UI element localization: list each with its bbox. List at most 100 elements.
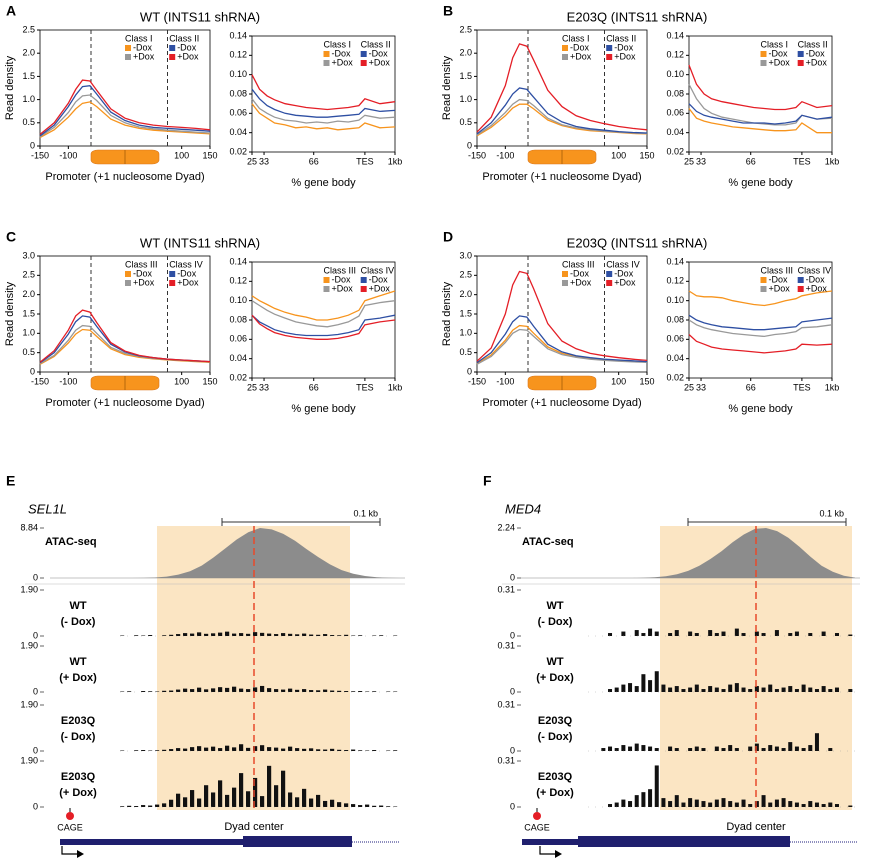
signal-bar [681,689,686,692]
y-tick-label: 0 [33,745,38,755]
signal-bar [351,691,356,692]
signal-bar [190,790,195,807]
y-tick-label: 0.10 [229,295,247,305]
signal-bar [654,765,659,807]
y-tick-label: 1.0 [459,94,472,104]
gene-utr [60,839,243,845]
signal-bar [379,805,384,807]
x-tick-label: 100 [611,376,626,386]
x-axis-label: Promoter (+1 nucleosome Dyad) [482,397,641,409]
legend-label: -Dox [177,42,197,52]
legend-swatch [169,271,176,277]
signal-bar [176,748,181,751]
x-tick-label: 100 [611,150,626,160]
signal-bar [621,799,626,807]
signal-bar [728,801,733,807]
signal-bar [309,690,314,692]
signal-bar [337,635,342,636]
x-tick-label: -150 [468,376,486,386]
panel-letter: F [483,473,492,489]
signal-bar [323,749,328,751]
y-tick-label: 0.08 [666,88,684,98]
signal-bar [674,748,679,751]
cage-dot [533,812,541,820]
legend-swatch [125,54,131,60]
signal-bar [295,748,300,751]
y-tick-label: 1.5 [459,71,472,81]
signal-bar [281,748,286,751]
x-tick-label: 150 [202,376,217,386]
legend-label: +Dox [369,57,391,67]
signal-bar [821,804,826,807]
signal-bar [246,791,251,807]
legend-group: Class III [562,259,595,269]
signal-bar [608,746,613,751]
signal-bar [225,794,230,807]
series-line [251,314,396,337]
signal-bar [761,687,766,692]
y-tick-label: 0.02 [229,146,247,156]
signal-bar [358,691,363,692]
signal-bar [708,802,713,807]
series-line [39,94,211,138]
x-axis-label: % gene body [728,403,793,415]
signal-bar [197,798,202,807]
signal-bar [183,797,188,807]
track-label: E203Q [538,771,573,783]
center-label: Dyad center [224,821,284,833]
y-tick-label: 0.10 [229,69,247,79]
signal-bar [748,689,753,692]
signal-bar [211,633,216,636]
legend-label: +Dox [177,51,199,61]
cage-dot [66,812,74,820]
y-tick-label: 0.12 [666,50,684,60]
y-tick-label: 0 [510,572,515,582]
signal-bar [330,799,335,807]
signal-bar [253,687,258,692]
gene-exon [578,836,790,847]
panel-title: E203Q (INTS11 shRNA) [567,9,708,24]
signal-bar [281,689,286,692]
tss-arrow [61,846,80,855]
signal-bar [323,689,328,692]
signal-bar [225,631,230,636]
signal-bar [253,746,258,751]
y-tick-label: 2.0 [22,289,35,299]
track-label: E203Q [61,715,96,727]
legend-label: -Dox [769,48,789,58]
series-line [476,328,648,365]
x-tick-label: TES [793,382,811,392]
y-tick-label: 0 [33,572,38,582]
panel-title: E203Q (INTS11 shRNA) [567,235,708,250]
signal-bar [337,690,342,692]
y-tick-label: 1.90 [20,584,38,594]
legend-label: +Dox [177,277,199,287]
signal-bar [267,633,272,636]
gene-name: SEL1L [28,501,67,516]
y-tick-label: 0.5 [22,347,35,357]
y-axis-label: Read density [4,281,16,346]
y-tick-label: 0.12 [229,50,247,60]
legend-label: -Dox [369,48,389,58]
legend-group: Class I [761,39,789,49]
signal-bar [848,634,853,636]
track-label: WT [69,656,86,668]
signal-bar [801,804,806,807]
signal-bar [734,628,739,636]
plot-frame [476,29,648,147]
track-label: (+ Dox) [536,787,574,799]
x-tick-label: -150 [31,150,49,160]
signal-bar [794,689,799,692]
series-line [688,314,833,331]
signal-bar [162,690,167,692]
signal-bar [634,743,639,751]
signal-bar [295,797,300,807]
signal-bar [701,689,706,692]
y-tick-label: 1.90 [20,640,38,650]
signal-bar [309,634,314,636]
signal-bar [708,686,713,692]
signal-bar [295,689,300,692]
legend-swatch [125,45,131,51]
signal-bar [211,746,216,751]
y-tick-label: 0 [467,366,472,376]
